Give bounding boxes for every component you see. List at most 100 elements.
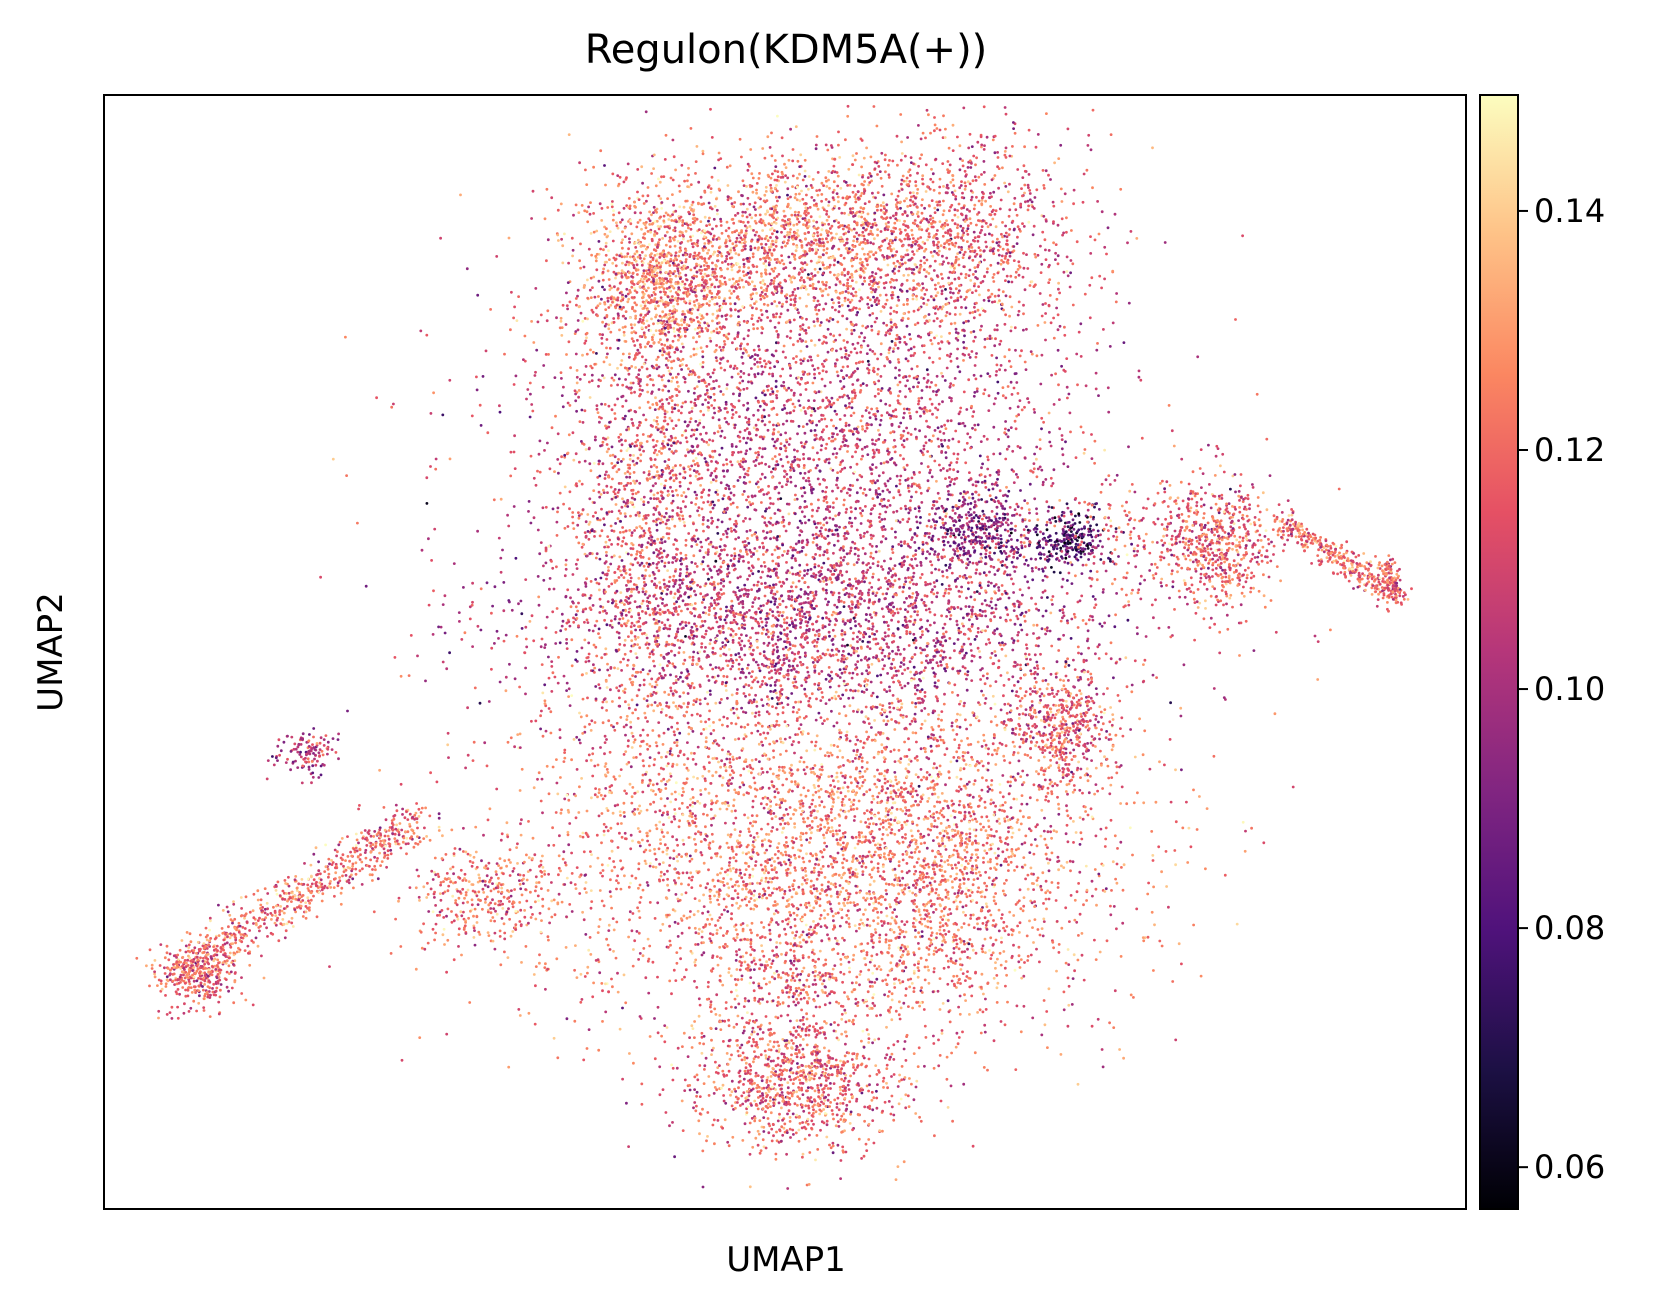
data-point: [816, 317, 819, 321]
data-point: [571, 431, 575, 435]
data-point: [928, 356, 931, 360]
data-point: [671, 312, 674, 315]
data-point: [561, 405, 565, 409]
data-point: [638, 752, 642, 756]
data-point: [647, 557, 651, 561]
data-point: [822, 307, 825, 311]
data-point: [846, 562, 850, 565]
data-point: [620, 269, 624, 272]
data-point: [821, 489, 825, 493]
data-point: [683, 300, 686, 303]
data-point: [742, 337, 746, 341]
data-point: [597, 483, 601, 486]
data-point: [746, 220, 750, 224]
data-point: [787, 443, 791, 446]
data-point: [702, 264, 706, 267]
data-point: [887, 582, 890, 586]
data-point: [973, 428, 977, 432]
data-point: [1057, 383, 1060, 387]
data-point: [914, 549, 918, 552]
data-point: [992, 402, 996, 406]
data-point: [613, 403, 617, 407]
data-point: [604, 241, 608, 245]
data-point: [610, 445, 614, 449]
data-point: [743, 429, 747, 432]
data-point: [638, 448, 642, 452]
data-point: [611, 218, 615, 222]
data-point: [897, 374, 901, 377]
data-point: [766, 388, 770, 392]
data-point: [574, 399, 578, 403]
data-point: [597, 295, 600, 298]
data-point: [809, 429, 813, 433]
data-point: [672, 815, 676, 818]
data-point: [982, 298, 986, 302]
data-point: [688, 299, 692, 303]
data-point: [694, 474, 698, 478]
data-point: [858, 438, 862, 442]
data-point: [655, 505, 659, 508]
data-point: [906, 431, 910, 435]
data-point: [758, 490, 761, 493]
data-point: [1032, 408, 1036, 411]
data-point: [690, 561, 694, 564]
data-point: [955, 461, 959, 464]
data-point: [577, 511, 580, 514]
data-point: [774, 379, 778, 383]
data-point: [908, 374, 911, 378]
data-point: [765, 507, 768, 511]
data-point: [1008, 406, 1012, 410]
data-point: [635, 303, 638, 307]
data-point: [914, 184, 918, 188]
data-point: [979, 440, 983, 443]
data-point: [746, 401, 750, 405]
data-point: [510, 608, 514, 612]
data-point: [757, 348, 761, 352]
data-point: [594, 435, 597, 439]
data-point: [956, 452, 960, 456]
data-point: [602, 488, 605, 492]
data-point: [568, 300, 572, 304]
data-point: [790, 388, 793, 392]
data-point: [614, 306, 618, 310]
data-point: [922, 447, 926, 451]
data-point: [715, 309, 719, 313]
data-point: [1019, 540, 1023, 544]
data-point: [539, 714, 542, 718]
data-point: [634, 259, 638, 263]
data-point: [621, 405, 625, 408]
data-point: [912, 309, 916, 313]
data-point: [869, 555, 873, 559]
data-point: [663, 293, 667, 296]
data-point: [876, 409, 880, 413]
data-point: [794, 493, 797, 497]
data-point: [773, 512, 777, 515]
data-point: [635, 526, 638, 530]
data-point: [739, 370, 743, 373]
data-point: [610, 510, 614, 513]
data-point: [683, 315, 687, 319]
data-point: [576, 558, 580, 562]
data-point: [912, 376, 916, 380]
data-point: [720, 429, 724, 433]
data-point: [971, 483, 975, 487]
data-point: [575, 303, 578, 307]
data-point: [724, 302, 728, 306]
data-point: [695, 497, 698, 500]
data-point: [707, 303, 711, 307]
data-point: [698, 549, 702, 553]
data-point: [654, 304, 657, 308]
data-point: [595, 619, 599, 623]
data-point: [746, 495, 750, 499]
data-point: [923, 534, 927, 538]
data-point: [643, 531, 647, 535]
data-point: [609, 562, 613, 566]
data-point: [788, 320, 792, 324]
data-point: [541, 385, 545, 389]
data-point: [931, 172, 935, 176]
data-point: [867, 371, 871, 375]
data-point: [853, 396, 857, 400]
data-point: [648, 374, 652, 377]
data-point: [680, 342, 684, 346]
data-point: [975, 387, 979, 391]
